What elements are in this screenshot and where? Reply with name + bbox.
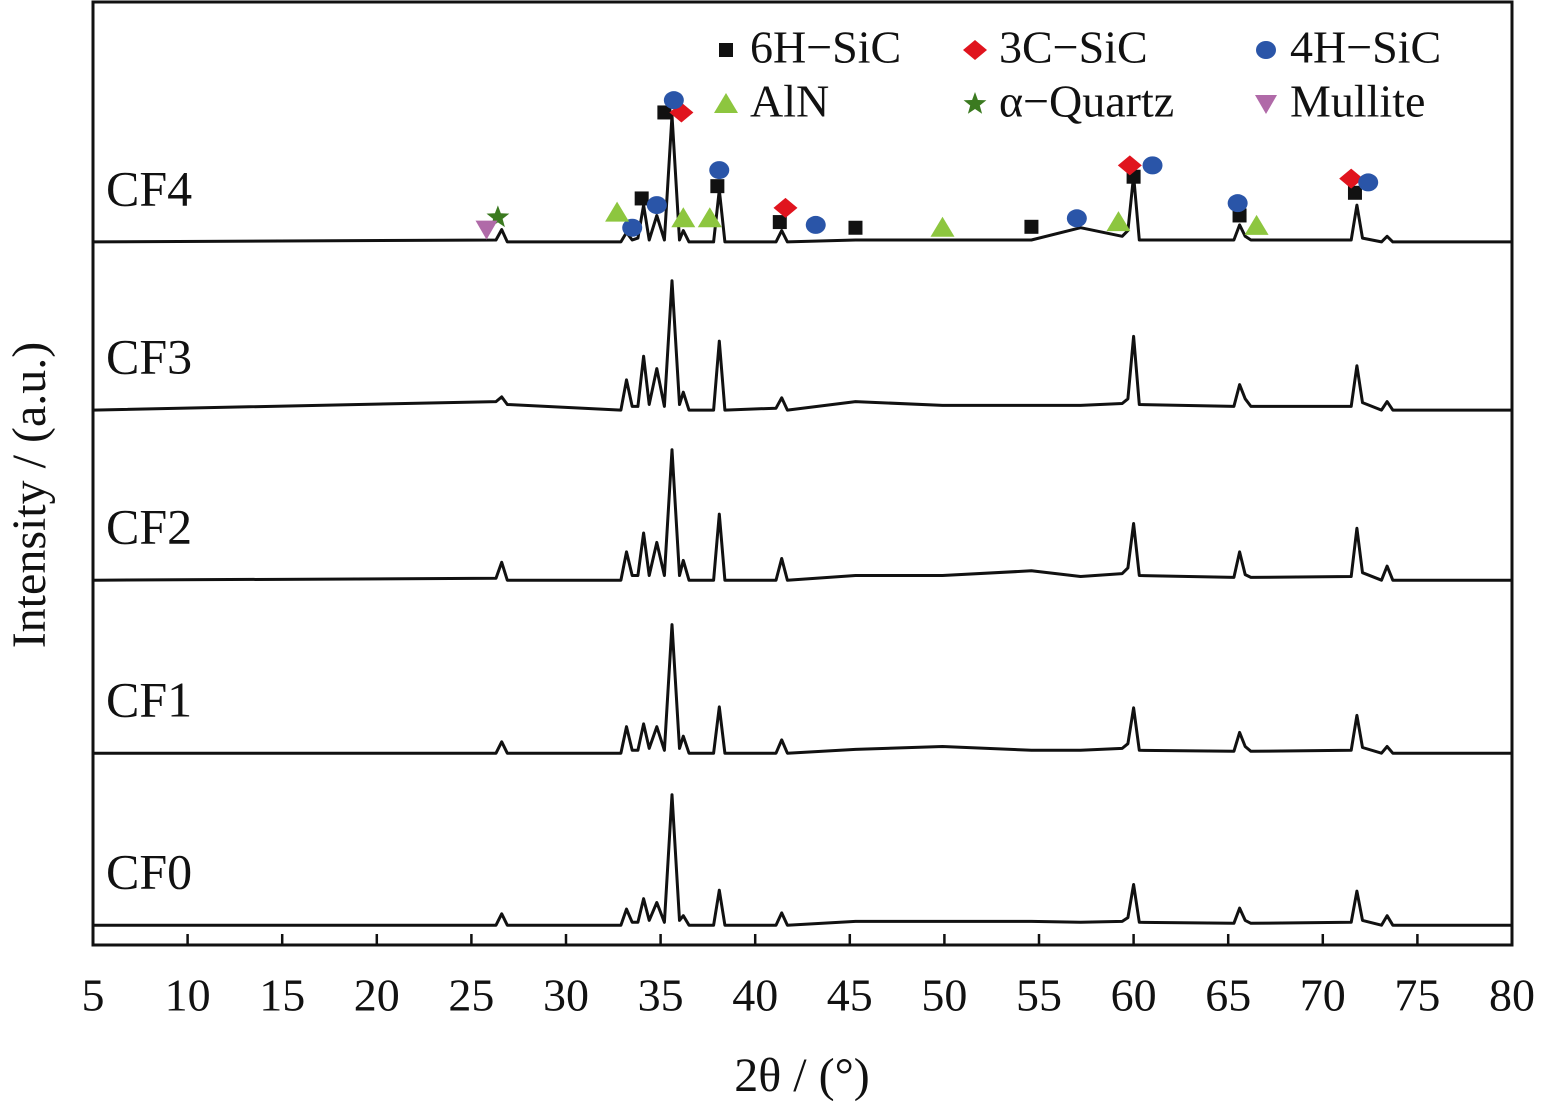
phase-marker [930, 216, 955, 237]
phase-marker [646, 196, 667, 215]
legend-label: AlN [750, 76, 829, 127]
diffraction-line [92, 113, 1512, 244]
phase-marker [1227, 194, 1248, 213]
x-tick-label: 20 [354, 970, 400, 1021]
x-tick-label: 10 [165, 970, 211, 1021]
legend-label: 6H−SiC [750, 22, 901, 73]
legend-symbol [719, 43, 733, 57]
series-label: CF0 [106, 844, 192, 900]
legend-label: α−Quartz [999, 76, 1174, 127]
x-axis-title: 2θ / (°) [734, 1049, 870, 1102]
phase-marker [773, 197, 798, 218]
legend-symbol [963, 40, 987, 60]
x-tick-label: 15 [259, 970, 305, 1021]
x-tick-label: 35 [638, 970, 684, 1021]
legend-label: 3C−SiC [999, 22, 1148, 73]
legend-label: Mullite [1290, 76, 1425, 127]
phase-marker [605, 201, 630, 222]
y-axis-title: Intensity / (a.u.) [3, 342, 56, 649]
x-tick-label: 40 [732, 970, 778, 1021]
diffraction-line [92, 448, 1512, 582]
phase-marker [1024, 219, 1039, 234]
legend-symbol [714, 93, 738, 113]
phase-marker [657, 105, 672, 120]
diffraction-line [92, 279, 1512, 412]
phase-marker [671, 207, 696, 228]
plot-frame [91, 0, 1514, 947]
phase-marker [1244, 214, 1269, 235]
phase-marker [1117, 155, 1142, 176]
x-tick-label: 65 [1205, 970, 1251, 1021]
phase-marker [1347, 185, 1362, 200]
x-tick-label: 5 [82, 970, 105, 1021]
diffraction-line [93, 793, 1512, 927]
x-tick-label: 70 [1300, 970, 1346, 1021]
x-tick-label: 45 [827, 970, 873, 1021]
x-tick-label: 50 [921, 970, 967, 1021]
phase-marker [772, 215, 787, 230]
legend-label: 4H−SiC [1290, 22, 1441, 73]
series-label: CF4 [106, 160, 192, 216]
phase-marker [634, 191, 649, 206]
phase-marker [1106, 211, 1131, 232]
phase-marker [1358, 173, 1379, 192]
series-label: CF2 [106, 499, 192, 555]
phase-marker [486, 205, 510, 228]
legend-symbol [1256, 41, 1276, 59]
legend-symbol [1255, 95, 1277, 114]
x-tick-label: 80 [1489, 970, 1535, 1021]
phase-marker [697, 207, 722, 228]
series-label: CF1 [106, 672, 192, 728]
phase-marker [710, 179, 725, 194]
phase-marker [709, 161, 730, 180]
phase-marker [805, 215, 826, 234]
phase-marker [622, 218, 643, 237]
phase-marker [848, 220, 863, 235]
x-tick-label: 25 [448, 970, 494, 1021]
series-label: CF3 [106, 329, 192, 385]
diffraction-line [93, 623, 1512, 755]
x-tick-label: 75 [1394, 970, 1440, 1021]
x-tick-label: 30 [543, 970, 589, 1021]
phase-marker [663, 91, 684, 110]
phase-marker [1066, 209, 1087, 228]
phase-marker [1339, 168, 1364, 189]
phase-marker [1142, 156, 1163, 175]
legend-symbol [963, 92, 987, 114]
phase-marker [475, 220, 498, 240]
x-tick-label: 60 [1111, 970, 1157, 1021]
x-tick-label: 55 [1016, 970, 1062, 1021]
